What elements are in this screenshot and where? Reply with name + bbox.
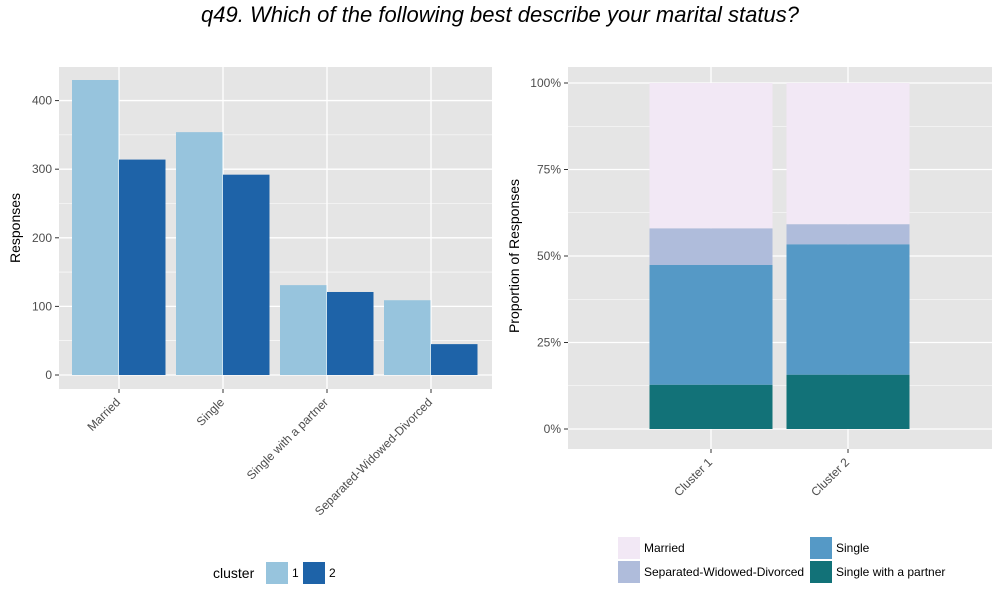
left-x-tick-label: Married <box>84 395 123 434</box>
stack-cluster-2-single <box>786 244 910 375</box>
bar-single-with-a-partner-cluster-1 <box>280 285 327 375</box>
left-legend-title: cluster <box>213 565 255 581</box>
right-y-tick-label: 100% <box>530 76 561 90</box>
left-y-tick-label: 200 <box>32 231 52 245</box>
stack-cluster-2-married <box>786 83 910 225</box>
legend-label-cluster-1: 1 <box>292 566 299 580</box>
stack-cluster-1-married <box>649 83 773 229</box>
legend-swatch-separated-widowed-divorced <box>618 561 640 583</box>
right-y-tick-label: 0% <box>544 422 562 436</box>
legend-swatch-single-with-a-partner <box>810 561 832 583</box>
legend-swatch-married <box>618 537 640 559</box>
right-y-tick-label: 50% <box>537 249 561 263</box>
bar-married-cluster-2 <box>119 159 166 375</box>
legend-label-single-with-a-partner: Single with a partner <box>836 565 945 579</box>
left-x-tick-label: Separated-Widowed-Divorced <box>312 395 435 518</box>
left-y-tick-label: 0 <box>45 368 52 382</box>
left-y-tick-label: 300 <box>32 162 52 176</box>
bar-single-cluster-2 <box>223 174 270 375</box>
stack-cluster-2-separated-widowed-divorced <box>786 224 910 245</box>
right-x-tick-label: Cluster 1 <box>671 455 715 499</box>
legend-swatch-cluster-2 <box>303 562 325 584</box>
legend-label-married: Married <box>644 541 685 555</box>
bar-single-cluster-1 <box>176 132 223 375</box>
chart-title: q49. Which of the following best describ… <box>201 2 799 27</box>
stack-cluster-1-single-with-a-partner <box>649 384 773 429</box>
left-x-tick-label: Single <box>194 395 228 429</box>
legend-label-separated-widowed-divorced: Separated-Widowed-Divorced <box>644 565 804 579</box>
stack-cluster-1-single <box>649 264 773 385</box>
stack-cluster-2-single-with-a-partner <box>786 374 910 429</box>
right-x-tick-label: Cluster 2 <box>808 455 852 499</box>
legend-swatch-single <box>810 537 832 559</box>
legend-label-single: Single <box>836 541 870 555</box>
bar-single-with-a-partner-cluster-2 <box>327 291 374 375</box>
bar-married-cluster-1 <box>72 80 119 375</box>
legend-swatch-cluster-1 <box>266 562 288 584</box>
stack-cluster-1-separated-widowed-divorced <box>649 228 773 265</box>
left-y-tick-label: 100 <box>32 299 52 313</box>
right-y-axis-title: Proportion of Responses <box>506 179 522 333</box>
left-y-tick-label: 400 <box>32 94 52 108</box>
right-y-tick-label: 75% <box>537 163 561 177</box>
left-x-tick-label: Single with a partner <box>244 395 331 482</box>
right-plot-panel <box>568 67 992 449</box>
left-y-axis-title: Responses <box>7 193 23 263</box>
bar-separated-widowed-divorced-cluster-2 <box>431 344 478 375</box>
right-y-tick-label: 25% <box>537 336 561 350</box>
legend-label-cluster-2: 2 <box>329 566 336 580</box>
bar-separated-widowed-divorced-cluster-1 <box>384 300 431 375</box>
